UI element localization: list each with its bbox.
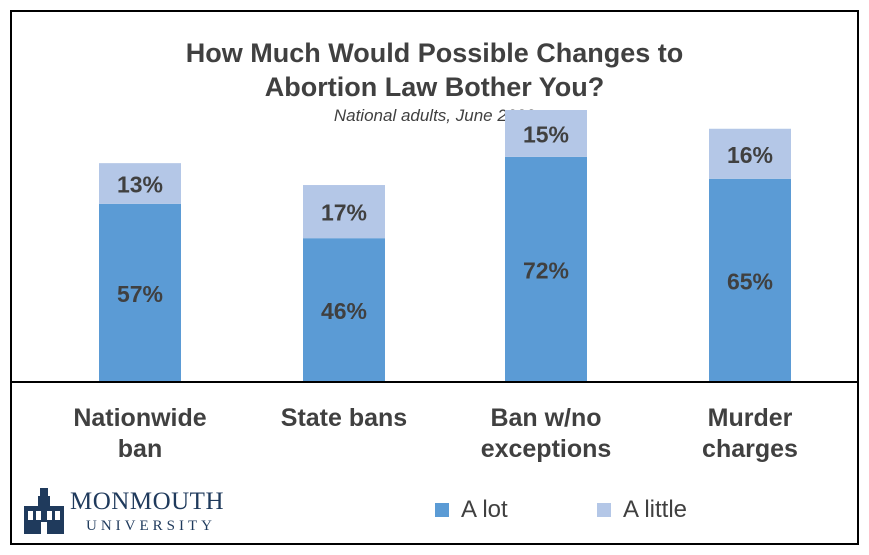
- data-label-ban-w-no-exceptions-a-little: 15%: [523, 121, 569, 147]
- bar-nationwide-ban-a-lot: [99, 203, 181, 382]
- data-label-state-bans-a-lot: 46%: [321, 298, 367, 324]
- legend-item-a-lot: A lot: [435, 495, 508, 525]
- chart-subtitle: National adults, June 2022: [333, 106, 536, 125]
- bar-state-bans-a-lot: [303, 238, 385, 382]
- category-label-murder-charges-line-2: charges: [702, 435, 798, 463]
- bar-murder-charges-a-little: [709, 128, 791, 179]
- data-label-state-bans-a-little: 17%: [321, 200, 367, 226]
- category-label-state-bans-line-1: State bans: [281, 404, 407, 432]
- bar-murder-charges-a-lot: [709, 178, 791, 382]
- category-label-nationwide-ban-line-1: Nationwide: [73, 404, 206, 432]
- chart-title-line-1: How Much Would Possible Changes to: [185, 38, 684, 68]
- legend-swatch-a-little: [597, 503, 611, 517]
- bar-ban-w-no-exceptions-a-little: [505, 110, 587, 157]
- data-label-murder-charges-a-little: 16%: [727, 142, 773, 168]
- logo-wordmark-university: UNIVERSITY: [86, 518, 216, 534]
- legend-label-a-little: A little: [623, 496, 688, 523]
- legend-label-a-lot: A lot: [461, 496, 508, 523]
- legend-swatch-a-lot: [435, 503, 449, 517]
- data-label-murder-charges-a-lot: 65%: [727, 268, 773, 294]
- legend-item-a-little: A little: [597, 495, 687, 525]
- monmouth-university-logo: MONMOUTH UNIVERSITY: [20, 486, 250, 538]
- bar-state-bans-a-little: [303, 185, 385, 239]
- data-label-nationwide-ban-a-lot: 57%: [117, 281, 163, 307]
- logo-wordmark-monmouth: MONMOUTH: [70, 488, 224, 515]
- category-label-murder-charges-line-1: Murder: [708, 404, 793, 432]
- category-label-nationwide-ban-line-2: ban: [118, 435, 162, 463]
- chart-title-line-2: Abortion Law Bother You?: [264, 72, 605, 102]
- university-building-icon: [24, 488, 64, 534]
- category-label-ban-w-no-exceptions-line-1: Ban w/no: [490, 404, 601, 432]
- data-label-nationwide-ban-a-little: 13%: [117, 171, 163, 197]
- bar-ban-w-no-exceptions-a-lot: [505, 156, 587, 382]
- data-label-ban-w-no-exceptions-a-lot: 72%: [523, 257, 569, 283]
- bar-nationwide-ban-a-little: [99, 163, 181, 204]
- category-label-ban-w-no-exceptions-line-2: exceptions: [481, 435, 612, 463]
